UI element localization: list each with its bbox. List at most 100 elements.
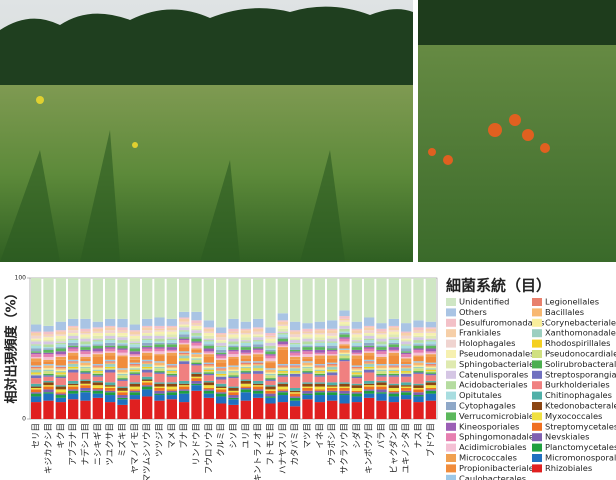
bar-segment [240,371,252,373]
bar-segment [240,334,252,338]
bar-segment [166,399,178,419]
bar-segment [117,375,128,379]
x-tick-label: キンポウゲ目 [364,423,375,474]
bar-segment [277,376,289,383]
legend-label: Micrococcales [459,453,517,463]
bar-segment [400,372,412,374]
bar-segment [141,330,153,333]
bar-segment [203,344,215,346]
x-tick-label: イネ目 [315,423,325,449]
bar-segment [289,331,301,335]
bar-segment [203,351,215,353]
bar-segment [43,349,54,353]
bar-segment [265,385,276,387]
bar-segment [92,382,104,386]
bar-segment [277,332,289,335]
bar-segment [30,402,42,419]
bar-segment [154,393,165,396]
bar-segment [339,316,350,319]
bar-segment [376,369,387,372]
bar-segment [129,382,141,384]
x-tick-label: アブラナ目 [68,423,79,466]
bar-segment [376,389,387,393]
bar-segment [289,330,301,332]
bar-segment [104,355,116,360]
bar-segment [55,344,67,348]
bar-segment [351,330,363,333]
legend-swatch [446,422,456,431]
bar-segment [314,347,326,350]
bar-segment [117,327,128,331]
bar-segment [265,342,276,346]
bar-segment [326,372,338,376]
bar-segment [388,349,400,352]
bar-segment [302,344,313,346]
bar-segment [339,338,350,342]
bar-segment [314,364,326,366]
bar-segment [178,325,190,328]
bar-segment [240,358,252,362]
bar-segment [80,400,91,419]
bar-segment [166,278,178,319]
bar-segment [277,341,289,345]
bar-segment [80,334,91,338]
bar-segment [314,383,326,387]
bar-segment [326,337,338,339]
bar-segment [43,385,54,387]
legend-label: Propionibacteriales [459,463,538,473]
bar-segment [302,338,313,342]
bar-segment [388,352,400,356]
bar-segment [191,342,202,346]
bar-segment [178,327,190,331]
bar-segment [376,328,387,332]
bar-segment [104,395,116,403]
bar-segment [252,364,264,366]
bar-segment [351,387,363,391]
bar-segment [240,337,252,341]
bar-segment [92,397,104,419]
bar-segment [425,338,437,341]
bar-segment [228,334,239,338]
bar-segment [141,348,153,352]
bar-segment [339,318,350,321]
bar-segment [178,354,190,356]
bar-segment [326,348,338,350]
bar-segment [203,393,215,398]
bar-segment [425,364,437,366]
bar-segment [351,376,363,379]
bar-segment [425,368,437,370]
bar-segment [129,348,141,352]
bar-segment [215,392,227,394]
bar-segment [166,366,178,369]
bar-segment [289,372,301,374]
bar-segment [240,392,252,401]
bar-segment [351,383,363,386]
bar-segment [363,372,375,381]
legend-label: Kineosporiales [459,421,519,431]
bar-segment [326,351,338,355]
bar-segment [314,354,326,356]
bar-segment [314,382,326,384]
bar-segment [92,369,104,372]
bar-segment [413,345,424,349]
bar-segment [413,337,424,341]
bar-segment [43,380,54,383]
bar-segment [154,371,165,373]
bar-segment [252,368,264,370]
bar-segment [141,342,153,346]
bar-segment [80,332,91,335]
bar-segment [252,362,264,365]
bar-segment [215,386,227,388]
bar-segment [351,358,363,366]
bar-segment [376,351,387,355]
bar-segment [363,347,375,349]
bar-segment [55,397,67,403]
bar-segment [203,375,215,381]
bar-segment [314,368,326,370]
bar-segment [289,344,301,348]
bar-segment [265,335,276,338]
legend-label: Caulobacterales [459,473,526,480]
bar-segment [413,371,424,373]
bar-segment [240,368,252,370]
bar-segment [425,327,437,329]
